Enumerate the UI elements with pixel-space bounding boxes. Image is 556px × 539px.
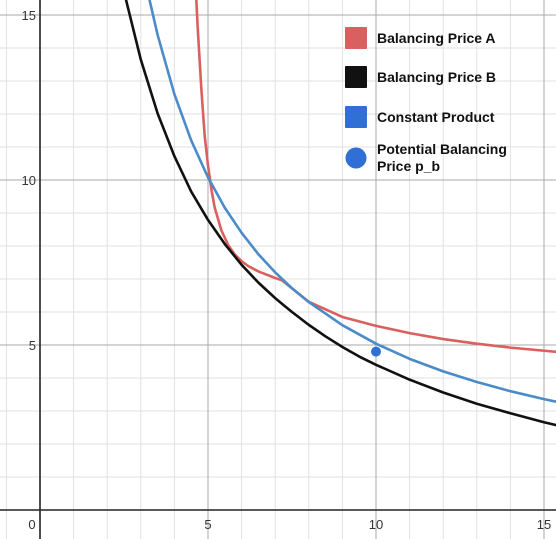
legend-label: Price p_b	[377, 158, 440, 174]
legend-marker-square	[345, 106, 367, 128]
legend: Balancing Price A Balancing Price B Consta…	[345, 27, 507, 174]
series-layer	[124, 0, 556, 427]
x-tick-label: 10	[369, 517, 383, 532]
tick-labels: 0 5 10 15 5 10 15	[22, 8, 552, 532]
legend-label: Constant Product	[377, 109, 495, 125]
point-potential-balancing-price	[371, 346, 381, 357]
x-tick-label: 0	[28, 517, 35, 532]
x-tick-label: 15	[537, 517, 551, 532]
legend-marker-circle	[345, 147, 367, 169]
legend-marker-square	[345, 27, 367, 49]
y-tick-label: 5	[29, 338, 36, 353]
points-layer	[371, 346, 381, 357]
legend-label: Balancing Price B	[377, 69, 496, 85]
legend-label: Potential Balancing	[377, 141, 507, 157]
legend-label: Balancing Price A	[377, 30, 496, 46]
y-tick-label: 15	[22, 8, 36, 23]
series-line-balancing-price-b	[124, 0, 556, 427]
series-line-balancing-price-a	[195, 0, 556, 354]
x-tick-label: 5	[204, 517, 211, 532]
legend-marker-square	[345, 66, 367, 88]
series-line-constant-product	[148, 0, 556, 404]
y-tick-label: 10	[22, 173, 36, 188]
